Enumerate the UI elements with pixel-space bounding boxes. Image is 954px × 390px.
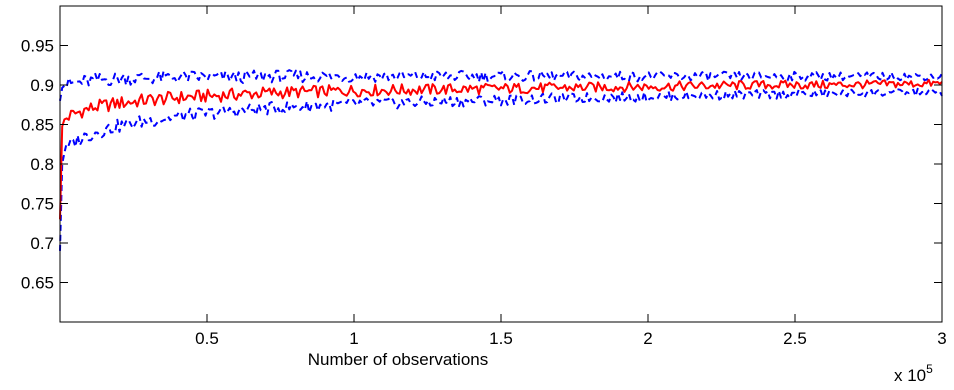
x-axis-label: Number of observations xyxy=(308,350,488,369)
series-line-mean xyxy=(59,78,943,220)
y-tick-label: 0.7 xyxy=(30,234,54,253)
axes-layer: 0.5 1 1.5 2 2.5 3 0.65 0.7 0.75 0.8 0.85 0.9 0.95 xyxy=(21,6,947,348)
x-axis-multiplier-exponent: 5 xyxy=(926,362,933,376)
plot-frame xyxy=(59,5,943,323)
series-layer xyxy=(59,69,943,251)
y-tick-label: 0.9 xyxy=(30,76,54,95)
x-tick-label: 0.5 xyxy=(195,329,219,348)
x-axis-multiplier-base: x 10 xyxy=(894,366,926,385)
x-tick-label: 3 xyxy=(937,329,946,348)
y-tick-label: 0.95 xyxy=(21,37,54,56)
x-tick-label: 1.5 xyxy=(489,329,513,348)
y-tick-label: 0.85 xyxy=(21,116,54,135)
series-line-upper-bound xyxy=(59,69,943,101)
x-tick-label: 2.5 xyxy=(783,329,807,348)
x-tick-label: 1 xyxy=(349,329,358,348)
y-tick-label: 0.65 xyxy=(21,274,54,293)
y-tick-label: 0.75 xyxy=(21,195,54,214)
y-tick-label: 0.8 xyxy=(30,155,54,174)
series-line-lower-bound xyxy=(59,87,943,251)
x-axis-multiplier: x 105 xyxy=(894,362,933,385)
x-tick-label: 2 xyxy=(643,329,652,348)
